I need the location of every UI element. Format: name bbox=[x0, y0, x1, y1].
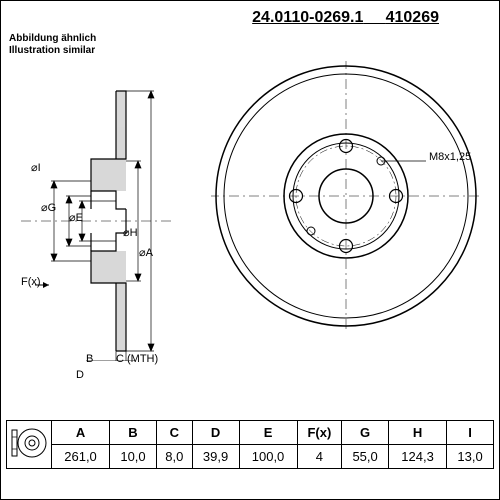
table-value-row: 261,0 10,0 8,0 39,9 100,0 4 55,0 124,3 1… bbox=[7, 445, 494, 469]
fx-arrow-icon bbox=[31, 279, 51, 291]
col-g: G bbox=[342, 421, 389, 445]
part-number: 24.0110-0269.1 bbox=[252, 9, 363, 26]
val-e: 100,0 bbox=[239, 445, 297, 469]
col-h: H bbox=[389, 421, 447, 445]
col-a: A bbox=[52, 421, 110, 445]
dim-label-b: B bbox=[86, 353, 93, 365]
dim-label-d: D bbox=[76, 369, 84, 381]
col-i: I bbox=[447, 421, 494, 445]
dimension-table: A B C D E F(x) G H I 261,0 10,0 8,0 39,9… bbox=[6, 420, 494, 469]
dim-label-h: ⌀H bbox=[123, 226, 138, 239]
dim-label-a: ⌀A bbox=[139, 246, 153, 259]
side-view bbox=[21, 81, 171, 361]
dim-label-g: ⌀G bbox=[41, 201, 56, 214]
dim-label-i: ⌀I bbox=[31, 161, 41, 174]
val-f: 4 bbox=[297, 445, 342, 469]
note-de: Abbildung ähnlich bbox=[9, 33, 96, 45]
val-a: 261,0 bbox=[52, 445, 110, 469]
col-f: F(x) bbox=[297, 421, 342, 445]
bolt-spec-label: M8x1,25 bbox=[429, 151, 471, 163]
col-d: D bbox=[192, 421, 239, 445]
val-h: 124,3 bbox=[389, 445, 447, 469]
drawing-frame: 24.0110-0269.1 410269 Abbildung ähnlich … bbox=[0, 0, 500, 500]
val-b: 10,0 bbox=[110, 445, 157, 469]
dim-label-c: C (MTH) bbox=[116, 353, 158, 365]
col-e: E bbox=[239, 421, 297, 445]
val-g: 55,0 bbox=[342, 445, 389, 469]
val-d: 39,9 bbox=[192, 445, 239, 469]
col-b: B bbox=[110, 421, 157, 445]
part-header: 24.0110-0269.1 410269 bbox=[252, 9, 439, 27]
val-c: 8,0 bbox=[156, 445, 192, 469]
col-c: C bbox=[156, 421, 192, 445]
brake-disc-icon bbox=[10, 427, 48, 459]
val-i: 13,0 bbox=[447, 445, 494, 469]
disc-icon-cell bbox=[7, 421, 52, 469]
dim-label-e: ⌀E bbox=[69, 211, 83, 224]
diagram-area: M8x1,25 bbox=[1, 51, 500, 391]
table-header-row: A B C D E F(x) G H I bbox=[7, 421, 494, 445]
short-code: 410269 bbox=[386, 9, 439, 26]
front-view bbox=[211, 61, 481, 331]
